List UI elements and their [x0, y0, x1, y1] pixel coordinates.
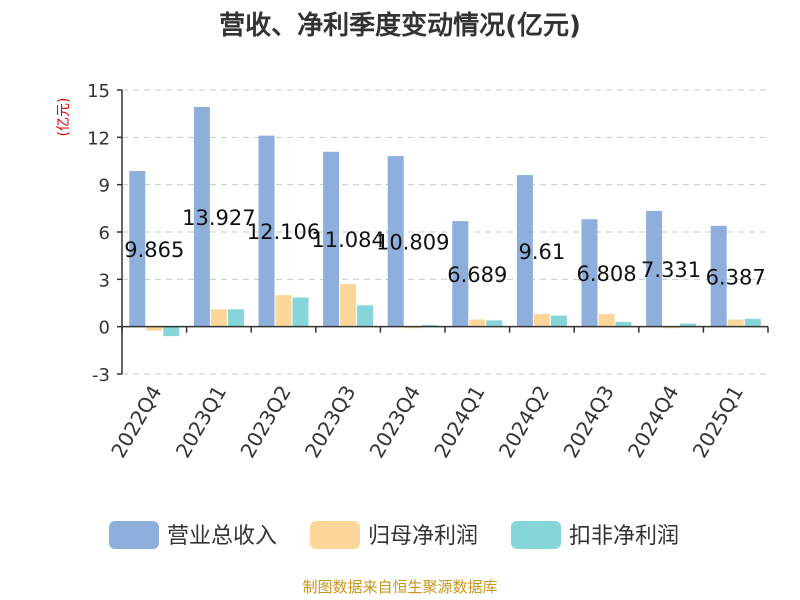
data-label: 13.927	[182, 206, 255, 230]
legend-label[interactable]: 营业总收入	[167, 524, 277, 549]
y-tick-label: 15	[87, 81, 110, 102]
data-label: 10.809	[376, 230, 449, 254]
bar-1-2[interactable]	[275, 295, 292, 327]
bar-0-5[interactable]	[452, 221, 469, 327]
bar-2-7[interactable]	[615, 321, 632, 327]
bar-0-9[interactable]	[710, 225, 727, 327]
data-label: 12.106	[247, 220, 320, 244]
data-source-note: 制图数据来自恒生聚源数据库	[302, 578, 497, 596]
bar-1-1[interactable]	[210, 309, 227, 327]
data-label: 6.689	[447, 263, 507, 287]
bar-2-1[interactable]	[227, 309, 244, 327]
bar-1-4[interactable]	[404, 326, 421, 329]
y-axis-unit-label: (亿元)	[56, 98, 72, 137]
data-label: 7.331	[641, 258, 701, 282]
bar-2-0[interactable]	[163, 326, 180, 337]
bars-layer	[129, 106, 761, 337]
x-tick-label: 2024Q3	[558, 381, 618, 462]
bar-0-3[interactable]	[323, 151, 340, 327]
bar-0-1[interactable]	[193, 106, 210, 327]
data-label: 9.865	[124, 238, 184, 262]
bar-1-6[interactable]	[533, 314, 550, 327]
bar-2-8[interactable]	[680, 323, 697, 327]
x-tick-label: 2024Q4	[623, 381, 683, 462]
bar-2-6[interactable]	[550, 315, 567, 327]
chart-title: 营收、净利季度变动情况(亿元)	[219, 10, 581, 41]
x-tick-label: 2023Q1	[171, 381, 231, 462]
bar-2-5[interactable]	[486, 320, 503, 327]
data-label: 11.084	[311, 228, 384, 252]
y-tick-label: 3	[99, 270, 110, 291]
bar-1-8[interactable]	[663, 326, 680, 329]
y-tick-label: 12	[87, 128, 110, 149]
bar-2-4[interactable]	[421, 325, 438, 327]
y-tick-label: 0	[99, 318, 110, 339]
legend[interactable]: 营业总收入 归母净利润 扣非净利润	[109, 521, 679, 549]
legend-swatch[interactable]	[310, 521, 360, 549]
bar-2-2[interactable]	[292, 297, 309, 327]
x-tick-label: 2023Q2	[235, 381, 295, 462]
bar-1-7[interactable]	[598, 314, 615, 327]
x-tick-label: 2025Q1	[688, 381, 748, 462]
bar-0-0[interactable]	[129, 171, 146, 327]
y-tick-label: 9	[99, 176, 110, 197]
bar-2-3[interactable]	[357, 305, 374, 327]
bar-2-9[interactable]	[744, 318, 761, 327]
bar-1-0[interactable]	[146, 326, 163, 331]
bar-0-7[interactable]	[581, 219, 598, 327]
bar-0-8[interactable]	[646, 210, 663, 327]
grid-layer	[122, 89, 768, 375]
bar-1-3[interactable]	[340, 284, 357, 327]
legend-swatch[interactable]	[511, 521, 561, 549]
y-tick-label: 6	[99, 223, 110, 244]
data-label: 6.387	[706, 265, 766, 289]
legend-swatch[interactable]	[109, 521, 159, 549]
legend-label[interactable]: 归母净利润	[368, 524, 478, 549]
legend-label[interactable]: 扣非净利润	[569, 524, 679, 549]
x-tick-label: 2023Q3	[300, 381, 360, 462]
x-tick-label: 2023Q4	[365, 381, 425, 462]
bar-0-4[interactable]	[387, 156, 404, 327]
data-label: 6.808	[576, 262, 636, 286]
data-label: 9.61	[519, 240, 566, 264]
y-tick-label: -3	[92, 365, 110, 386]
x-tick-label: 2024Q1	[429, 381, 489, 462]
bar-1-9[interactable]	[727, 319, 744, 327]
bar-1-5[interactable]	[469, 319, 486, 327]
bar-0-6[interactable]	[516, 175, 533, 327]
x-tick-label: 2024Q2	[494, 381, 554, 462]
x-tick-label: 2022Q4	[106, 381, 166, 462]
bar-0-2[interactable]	[258, 135, 275, 327]
